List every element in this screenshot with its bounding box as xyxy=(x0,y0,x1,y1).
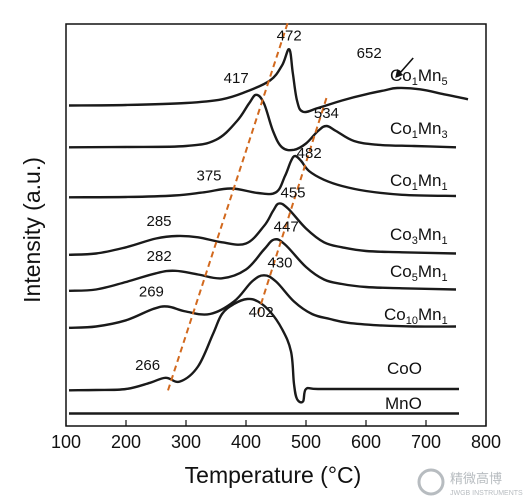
x-tick-label-200: 200 xyxy=(111,432,141,452)
x-tick-label-700: 700 xyxy=(411,432,441,452)
series-label-Co1Mn3: Co1Mn3 xyxy=(390,119,448,141)
series-labels: Co1Mn5 Co1Mn3 Co1Mn1 Co3Mn1 Co5Mn1 Co10Mn1 CoO… xyxy=(384,66,448,413)
x-tick-label-100: 100 xyxy=(51,432,81,452)
x-tick-label-800: 800 xyxy=(471,432,501,452)
y-axis-title: Intensity (a.u.) xyxy=(19,157,45,303)
trace-Co1Mn3 xyxy=(68,93,457,152)
plot-border xyxy=(65,23,487,427)
x-axis-title: Temperature (°C) xyxy=(185,462,362,488)
trace-Co5Mn1 xyxy=(68,238,457,292)
peak-label-447: 447 xyxy=(274,219,299,236)
series-label-Co5Mn1: Co5Mn1 xyxy=(390,262,448,284)
peak-label-652: 652 xyxy=(357,45,382,62)
series-label-Co1Mn1: Co1Mn1 xyxy=(390,171,448,193)
series-label-Co10Mn1: Co10Mn1 xyxy=(384,305,448,327)
series-label-Co3Mn1: Co3Mn1 xyxy=(390,225,448,247)
peak-label-430: 430 xyxy=(267,254,292,271)
watermark-logo-icon xyxy=(417,468,445,496)
peak-label-455: 455 xyxy=(280,185,305,202)
x-tick-label-300: 300 xyxy=(171,432,201,452)
trace-Co3Mn1 xyxy=(68,202,457,256)
x-tick-label-600: 600 xyxy=(351,432,381,452)
watermark-main: 精微高博 xyxy=(450,471,502,486)
trace-Co1Mn5 xyxy=(68,48,469,114)
series-label-MnO: MnO xyxy=(385,394,422,413)
peak-labels: 472 652 417 534 375 482 285 455 282 447 269 430 266 4… xyxy=(135,27,382,374)
trend-line-2 xyxy=(257,96,328,314)
trend-line-1 xyxy=(167,21,289,391)
arrow-head-icon xyxy=(395,69,404,78)
series-label-Co1Mn5: Co1Mn5 xyxy=(390,66,448,88)
peak-label-534: 534 xyxy=(314,105,339,122)
watermark-sub: JWGB INSTRUMENTS xyxy=(450,490,523,497)
peak-label-482: 482 xyxy=(297,145,322,162)
peak-label-472: 472 xyxy=(277,27,302,44)
peak-label-402: 402 xyxy=(249,304,274,321)
x-tick-label-400: 400 xyxy=(231,432,261,452)
peak-label-266: 266 xyxy=(135,357,160,374)
watermark: 精微高博 JWGB INSTRUMENTS xyxy=(417,468,523,497)
trace-Co1Mn1 xyxy=(68,154,457,199)
peak-label-285: 285 xyxy=(146,213,171,230)
x-axis: 100 200 300 400 500 600 700 800 xyxy=(51,420,501,452)
trend-lines xyxy=(167,21,414,391)
trace-CoO xyxy=(68,297,459,404)
traces xyxy=(68,48,469,415)
x-tick-label-500: 500 xyxy=(291,432,321,452)
peak-label-269: 269 xyxy=(139,284,164,301)
peak-label-375: 375 xyxy=(196,168,221,185)
peak-label-417: 417 xyxy=(224,70,249,87)
trace-Co10Mn1 xyxy=(68,274,457,329)
plot-frame xyxy=(65,23,487,427)
series-label-CoO: CoO xyxy=(387,359,422,378)
arrow-shaft xyxy=(397,57,414,76)
peak-label-282: 282 xyxy=(147,248,172,265)
